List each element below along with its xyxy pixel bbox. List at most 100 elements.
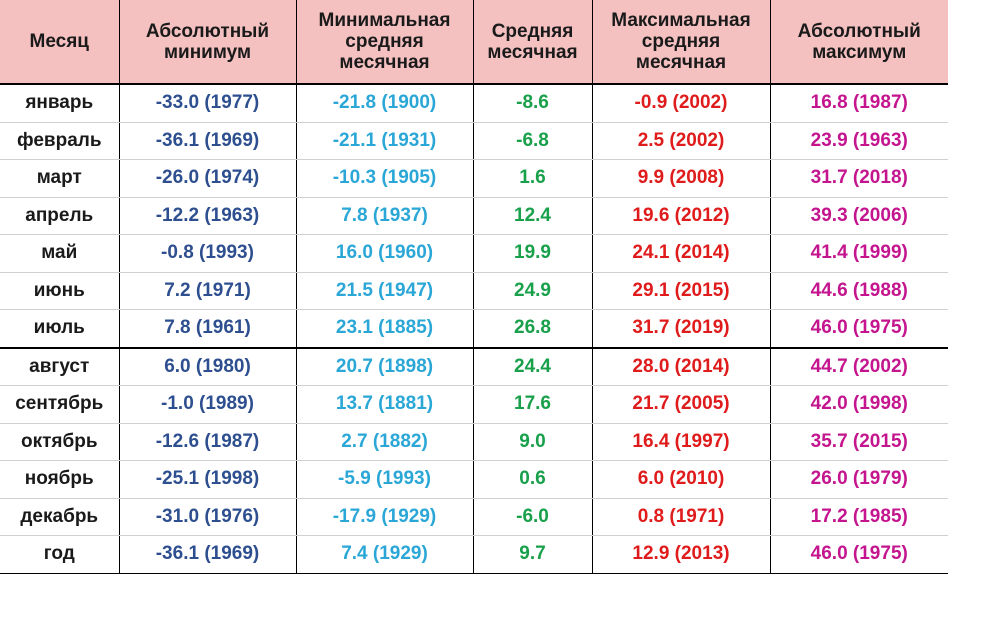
month-cell: июль — [0, 309, 119, 348]
absolute-maximum-cell: 31.7 (2018) — [769, 159, 948, 198]
table-row: август 6.0 (1980) 20.7 (1898) 24.4 28.0 (201… — [0, 346, 948, 386]
absolute-minimum-cell: -36.1 (1969) — [118, 535, 296, 574]
minimum-monthly-mean-cell: 13.7 (1881) — [295, 385, 473, 424]
table-row: февраль -36.1 (1969) -21.1 (1931) -6.8 2.5 (… — [0, 122, 948, 160]
table-row: январь -33.0 (1977) -21.8 (1900) -8.6 -0.9 (… — [0, 84, 948, 123]
monthly-mean-cell: 19.9 — [472, 234, 592, 273]
header-absolute-maximum: Абсолютный максимум — [769, 0, 948, 85]
absolute-maximum-cell: 44.6 (1988) — [769, 272, 948, 310]
absolute-maximum-cell: 35.7 (2015) — [769, 423, 948, 461]
absolute-minimum-cell: -33.0 (1977) — [118, 84, 296, 123]
absolute-maximum-cell: 16.8 (1987) — [769, 84, 948, 123]
maximum-monthly-mean-cell: 31.7 (2019) — [591, 309, 770, 348]
table-row: июнь 7.2 (1971) 21.5 (1947) 24.9 29.1 (2015)… — [0, 272, 948, 310]
month-cell: август — [0, 346, 119, 386]
minimum-monthly-mean-cell: -21.1 (1931) — [295, 122, 473, 160]
month-cell: февраль — [0, 122, 119, 160]
table-row: март -26.0 (1974) -10.3 (1905) 1.6 9.9 (2008… — [0, 159, 948, 198]
maximum-monthly-mean-cell: 29.1 (2015) — [591, 272, 770, 310]
absolute-minimum-cell: -1.0 (1989) — [118, 385, 296, 424]
month-cell: май — [0, 234, 119, 273]
monthly-mean-cell: 0.6 — [472, 460, 592, 499]
month-cell: июнь — [0, 272, 119, 310]
absolute-maximum-cell: 41.4 (1999) — [769, 234, 948, 273]
maximum-monthly-mean-cell: -0.9 (2002) — [591, 84, 770, 123]
absolute-minimum-cell: -26.0 (1974) — [118, 159, 296, 198]
minimum-monthly-mean-cell: 7.4 (1929) — [295, 535, 473, 574]
month-cell: сентябрь — [0, 385, 119, 424]
absolute-minimum-cell: -12.6 (1987) — [118, 423, 296, 461]
table-row: сентябрь -1.0 (1989) 13.7 (1881) 17.6 21.7 (… — [0, 385, 948, 424]
monthly-mean-cell: -6.8 — [472, 122, 592, 160]
month-cell: год — [0, 535, 119, 574]
maximum-monthly-mean-cell: 12.9 (2013) — [591, 535, 770, 574]
monthly-mean-cell: 12.4 — [472, 197, 592, 235]
month-cell: март — [0, 159, 119, 198]
month-cell: апрель — [0, 197, 119, 235]
minimum-monthly-mean-cell: 23.1 (1885) — [295, 309, 473, 348]
absolute-minimum-cell: -12.2 (1963) — [118, 197, 296, 235]
absolute-maximum-cell: 46.0 (1975) — [769, 309, 948, 348]
climate-table: Месяц Абсолютный минимум Минимальная сре… — [0, 0, 948, 574]
table-row: апрель -12.2 (1963) 7.8 (1937) 12.4 19.6 (20… — [0, 197, 948, 235]
maximum-monthly-mean-cell: 2.5 (2002) — [591, 122, 770, 160]
header-minimum-monthly-mean: Минимальная средняя месячная — [295, 0, 473, 85]
monthly-mean-cell: -8.6 — [472, 84, 592, 123]
table-row: май -0.8 (1993) 16.0 (1960) 19.9 24.1 (2014)… — [0, 234, 948, 273]
table-row: октябрь -12.6 (1987) 2.7 (1882) 9.0 16.4 (19… — [0, 423, 948, 461]
monthly-mean-cell: 24.4 — [472, 346, 592, 386]
absolute-minimum-cell: -36.1 (1969) — [118, 122, 296, 160]
minimum-monthly-mean-cell: 21.5 (1947) — [295, 272, 473, 310]
table-header: Месяц Абсолютный минимум Минимальная сре… — [0, 0, 948, 85]
maximum-monthly-mean-cell: 16.4 (1997) — [591, 423, 770, 461]
absolute-minimum-cell: 7.2 (1971) — [118, 272, 296, 310]
absolute-maximum-cell: 46.0 (1975) — [769, 535, 948, 574]
absolute-maximum-cell: 42.0 (1998) — [769, 385, 948, 424]
absolute-maximum-cell: 23.9 (1963) — [769, 122, 948, 160]
table-body: январь -33.0 (1977) -21.8 (1900) -8.6 -0.9 (… — [0, 84, 948, 574]
absolute-maximum-cell: 39.3 (2006) — [769, 197, 948, 235]
minimum-monthly-mean-cell: -17.9 (1929) — [295, 498, 473, 536]
monthly-mean-cell: 26.8 — [472, 309, 592, 348]
maximum-monthly-mean-cell: 24.1 (2014) — [591, 234, 770, 273]
absolute-minimum-cell: -0.8 (1993) — [118, 234, 296, 273]
month-cell: январь — [0, 84, 119, 123]
maximum-monthly-mean-cell: 9.9 (2008) — [591, 159, 770, 198]
absolute-maximum-cell: 44.7 (2002) — [769, 346, 948, 386]
maximum-monthly-mean-cell: 0.8 (1971) — [591, 498, 770, 536]
monthly-mean-cell: -6.0 — [472, 498, 592, 536]
header-month: Месяц — [0, 0, 119, 85]
header-monthly-mean: Средняя месячная — [472, 0, 592, 85]
maximum-monthly-mean-cell: 19.6 (2012) — [591, 197, 770, 235]
absolute-minimum-cell: 6.0 (1980) — [118, 346, 296, 386]
maximum-monthly-mean-cell: 6.0 (2010) — [591, 460, 770, 499]
maximum-monthly-mean-cell: 21.7 (2005) — [591, 385, 770, 424]
month-cell: октябрь — [0, 423, 119, 461]
minimum-monthly-mean-cell: 2.7 (1882) — [295, 423, 473, 461]
minimum-monthly-mean-cell: 20.7 (1898) — [295, 346, 473, 386]
minimum-monthly-mean-cell: -5.9 (1993) — [295, 460, 473, 499]
monthly-mean-cell: 17.6 — [472, 385, 592, 424]
absolute-maximum-cell: 17.2 (1985) — [769, 498, 948, 536]
table-row: год -36.1 (1969) 7.4 (1929) 9.7 12.9 (2013) 4… — [0, 535, 948, 574]
header-absolute-minimum: Абсолютный минимум — [118, 0, 296, 85]
month-cell: декабрь — [0, 498, 119, 536]
minimum-monthly-mean-cell: -10.3 (1905) — [295, 159, 473, 198]
maximum-monthly-mean-cell: 28.0 (2014) — [591, 346, 770, 386]
monthly-mean-cell: 9.0 — [472, 423, 592, 461]
table-row: ноябрь -25.1 (1998) -5.9 (1993) 0.6 6.0 (201… — [0, 460, 948, 499]
minimum-monthly-mean-cell: 16.0 (1960) — [295, 234, 473, 273]
monthly-mean-cell: 24.9 — [472, 272, 592, 310]
monthly-mean-cell: 1.6 — [472, 159, 592, 198]
header-maximum-monthly-mean: Максимальная средняя месячная — [591, 0, 770, 85]
absolute-minimum-cell: 7.8 (1961) — [118, 309, 296, 348]
absolute-minimum-cell: -31.0 (1976) — [118, 498, 296, 536]
minimum-monthly-mean-cell: 7.8 (1937) — [295, 197, 473, 235]
month-cell: ноябрь — [0, 460, 119, 499]
table-row: июль 7.8 (1961) 23.1 (1885) 26.8 31.7 (2019)… — [0, 309, 948, 348]
monthly-mean-cell: 9.7 — [472, 535, 592, 574]
minimum-monthly-mean-cell: -21.8 (1900) — [295, 84, 473, 123]
absolute-minimum-cell: -25.1 (1998) — [118, 460, 296, 499]
header-row: Месяц Абсолютный минимум Минимальная сре… — [0, 0, 948, 85]
table-row: декабрь -31.0 (1976) -17.9 (1929) -6.0 0.8 (… — [0, 498, 948, 536]
